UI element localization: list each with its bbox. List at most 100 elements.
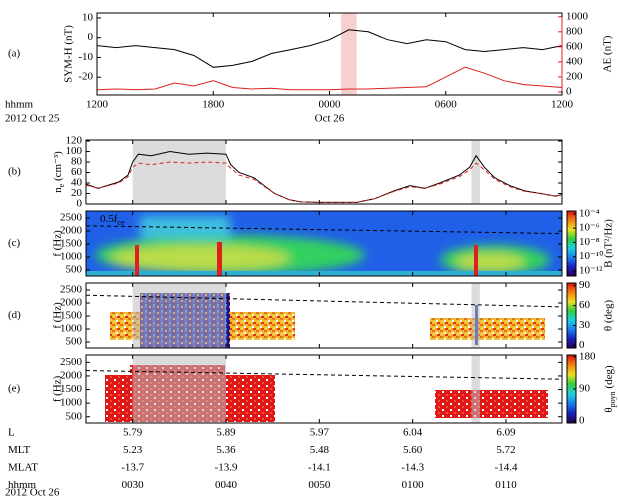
ephemeris-value: 0100 [402,479,425,491]
colorbar-tick-label: 10⁻⁴ [579,207,600,219]
spectrogram-c [86,211,562,276]
colorbar-tick-label: 30 [579,319,591,331]
y-tick-label: -20 [78,71,93,83]
colorbar [566,282,577,349]
annotation-part: ce [117,218,125,227]
colorbar-tick-label: 10⁻¹⁰ [579,250,604,262]
panel-label: (e) [8,383,21,395]
colorbar-tick-label: 90 [579,383,591,395]
shaded-interval [471,355,480,423]
y-axis-label: ne (cm⁻³) [52,151,67,193]
y-tick-label: 2500 [60,284,83,296]
panel-label: (a) [8,48,21,60]
data-line [85,294,563,308]
shaded-interval [132,355,226,423]
ephemeris-value: -13.9 [215,462,238,474]
y-tick-label: 1500 [60,238,83,250]
y-axis-label-part: e [57,183,66,187]
colorbar [566,210,577,277]
ephemeris-value: 5.97 [310,427,330,439]
y-tick-label: 500 [66,264,83,276]
colorbar-label: B (nT²/Hz) [603,219,615,268]
ephemeris-value: 6.04 [403,427,423,439]
y-tick-label: 80 [71,156,83,168]
y2-axis-label: AE (nT) [602,35,614,72]
ephemeris-row-label: hhmm [8,479,37,491]
y-tick-label: 500 [66,410,83,422]
data-line [85,225,563,235]
plot-frame [85,282,563,349]
y2-tick-label: 0 [566,86,572,98]
y-tick-label: 0 [88,31,94,43]
panel-label: (c) [8,237,21,249]
data-line [85,370,563,380]
y-tick-label: -10 [78,51,93,63]
annotation-part: 0.5f [100,213,118,225]
y-tick-label: 1000 [60,251,83,263]
ephemeris-row-label: L [8,427,15,439]
ephemeris-value: 6.09 [496,427,516,439]
colorbar-tick-label: 10⁻⁸ [579,236,600,248]
shaded-interval [471,283,480,348]
colorbar-label: θpoyn (deg) [603,365,618,413]
ephemeris-value: 5.36 [216,444,236,456]
x-tick-label: 0000 [319,99,342,111]
colorbar-tick-label: 60 [579,299,591,311]
ephemeris-value: 0030 [122,479,145,491]
ephemeris-value: 0110 [495,479,517,491]
y-tick-label: 40 [71,177,83,189]
ephemeris-value: -14.3 [401,462,424,474]
y-tick-label: 2000 [60,369,83,381]
shaded-interval [132,140,226,204]
y-axis-label-part: n [52,187,64,193]
panel-label: (b) [8,166,21,178]
y-tick-label: 20 [71,187,83,199]
y-tick-label: 1000 [60,323,83,335]
ephemeris-value: -13.7 [121,462,144,474]
colorbar-tick-label: 90 [579,279,591,291]
annotation: 0.5fce [100,213,125,228]
y-tick-label: 2000 [60,297,83,309]
colorbar-label-part: poyn [608,391,617,407]
plot-frame [85,354,563,424]
y2-tick-label: 400 [566,55,583,67]
y-axis-label: f (Hz) [52,230,64,257]
ephemeris-value: -14.4 [495,462,518,474]
ephemeris-value: 5.23 [123,444,143,456]
y-tick-label: 1500 [60,310,83,322]
x-tick-label: 0600 [435,99,458,111]
y-tick-label: 10 [82,11,94,23]
colorbar-tick-label: 10⁻⁶ [579,222,600,234]
y-axis-label: f (Hz) [52,302,64,329]
ephemeris-row-label: MLAT [8,462,38,474]
colorbar-label-part: θ [603,407,615,412]
ephemeris-value: 5.60 [403,444,423,456]
ephemeris-value: -14.1 [308,462,331,474]
colorbar-label-part: (deg) [603,365,615,391]
y-tick-label: 60 [71,166,83,178]
y2-tick-label: 800 [566,25,583,37]
x-tick-label: 1200 [86,99,109,111]
date-label: Oct 26 [315,113,345,125]
y2-tick-label: 600 [566,40,583,52]
ephemeris-value: 0040 [215,479,238,491]
x-tick-label: 1800 [202,99,225,111]
data-line [96,66,563,91]
y2-tick-label: 1000 [566,10,589,22]
y-tick-label: 2500 [60,212,83,224]
ephemeris-value: 5.72 [496,444,515,456]
y-tick-label: 100 [66,145,83,157]
ephemeris-value: 5.48 [310,444,330,456]
ephemeris-value: 0050 [308,479,331,491]
shaded-interval [341,13,357,95]
plot-frame [85,210,563,277]
plot-frame [85,139,563,205]
colorbar-tick-label: 10⁻¹² [579,265,603,277]
colorbar-tick-label: 0 [579,339,585,351]
colorbar-tick-label: 0 [579,415,585,427]
y-tick-label: 2500 [60,356,83,368]
shaded-interval [471,140,480,204]
date-label: 2012 Oct 25 [5,113,60,125]
ephemeris-value: 5.89 [216,427,236,439]
